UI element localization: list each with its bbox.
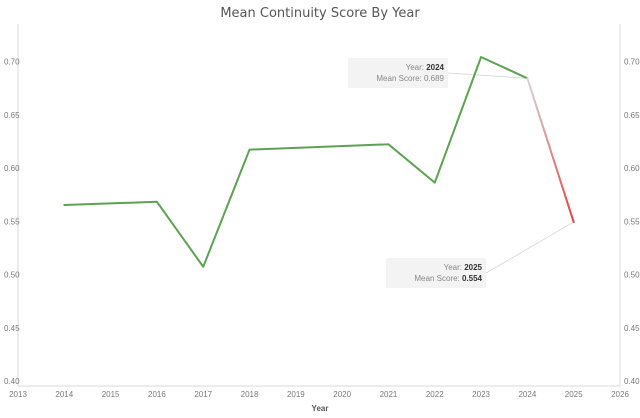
tooltip-score-line: Mean Score: 0.689 — [376, 74, 444, 83]
series-line — [63, 56, 529, 268]
y-tick-label-left: 0.65 — [4, 111, 20, 120]
tooltip-score-value: 0.554 — [462, 274, 483, 283]
tooltip-year-label: Year: — [444, 263, 465, 272]
y-tick-label-left: 0.50 — [4, 271, 20, 280]
y-tick-label-left: 0.70 — [4, 58, 20, 67]
x-tick-label: 2025 — [565, 390, 583, 399]
y-tick-label-right: 0.65 — [624, 111, 640, 120]
tooltip-year-label: Year: — [406, 63, 427, 72]
y-tick-label-right: 0.50 — [624, 271, 640, 280]
x-tick-label: 2013 — [9, 390, 27, 399]
tooltip-year-line: Year: 2024 — [406, 63, 445, 72]
y-tick-label-left: 0.45 — [4, 324, 20, 333]
tooltip-score-label: Mean Score: — [376, 74, 424, 83]
tooltip-year-line: Year: 2025 — [444, 263, 483, 272]
tooltip-year-value: 2025 — [464, 263, 482, 272]
y-tick-label-left: 0.40 — [4, 377, 20, 386]
x-tick-label: 2016 — [148, 390, 166, 399]
y-tick-label-right: 0.40 — [624, 377, 640, 386]
tooltip-connector — [485, 221, 574, 274]
highlighted-segment — [526, 77, 575, 224]
tooltip-year-value: 2024 — [426, 63, 444, 72]
x-tick-label: 2017 — [194, 390, 212, 399]
x-tick-label: 2015 — [102, 390, 120, 399]
x-tick-label: 2019 — [287, 390, 305, 399]
x-tick-label: 2014 — [55, 390, 73, 399]
tooltip-connector — [447, 72, 528, 79]
y-tick-label-right: 0.45 — [624, 324, 640, 333]
x-tick-label: 2020 — [333, 390, 351, 399]
x-tick-label: 2021 — [380, 390, 398, 399]
x-tick-label: 2018 — [241, 390, 259, 399]
tooltip-score-line: Mean Score: 0.554 — [414, 274, 482, 283]
tooltip-box — [386, 258, 486, 288]
y-tick-label-right: 0.55 — [624, 217, 640, 226]
tooltip-box — [348, 58, 448, 88]
y-tick-label-right: 0.70 — [624, 58, 640, 67]
y-tick-label-left: 0.55 — [4, 217, 20, 226]
tooltip-score-value: 0.689 — [424, 74, 445, 83]
chart-title: Mean Continuity Score By Year — [220, 6, 420, 21]
x-tick-label: 2022 — [426, 390, 444, 399]
tooltip-score-label: Mean Score: — [414, 274, 462, 283]
x-tick-label: 2023 — [472, 390, 490, 399]
x-tick-label: 2026 — [611, 390, 629, 399]
y-tick-label-right: 0.60 — [624, 164, 640, 173]
x-axis-title: Year — [312, 404, 329, 413]
y-tick-label-left: 0.60 — [4, 164, 20, 173]
x-tick-label: 2024 — [518, 390, 536, 399]
